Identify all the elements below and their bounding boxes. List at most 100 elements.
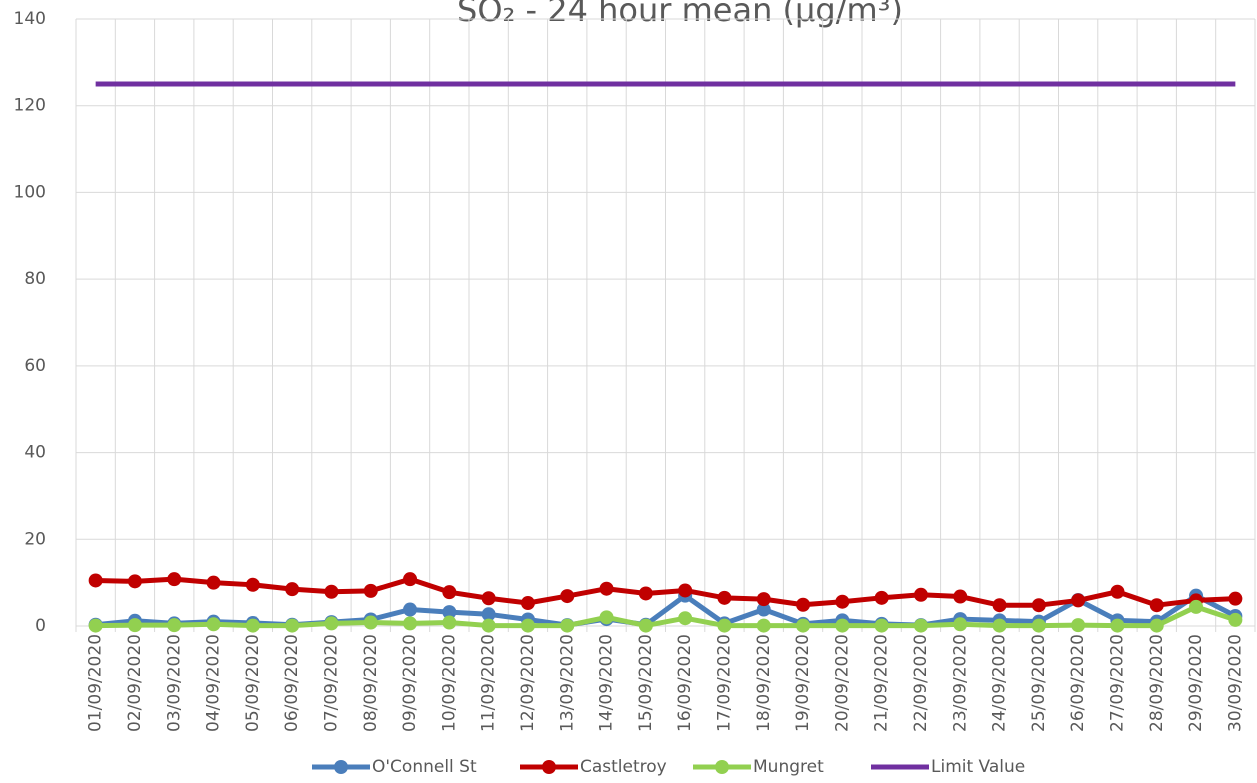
series-marker	[717, 618, 732, 633]
x-tick-label: 26/09/2020	[1068, 634, 1088, 732]
x-tick-label: 21/09/2020	[872, 634, 892, 732]
series-marker	[1228, 591, 1243, 606]
x-tick-label: 23/09/2020	[950, 634, 970, 732]
series-marker	[599, 581, 614, 596]
x-tick-label: 29/09/2020	[1186, 634, 1206, 732]
x-tick-label: 14/09/2020	[597, 634, 617, 732]
series-marker	[835, 618, 850, 633]
series-marker	[678, 583, 693, 598]
x-tick-label: 27/09/2020	[1107, 634, 1127, 732]
series-marker	[874, 590, 889, 605]
legend-label: Castletroy	[580, 757, 667, 777]
x-tick-label: 19/09/2020	[793, 634, 813, 732]
series-marker	[363, 615, 378, 630]
x-tick-label: 08/09/2020	[361, 634, 381, 732]
x-tick-label: 01/09/2020	[86, 634, 106, 732]
series-marker	[1110, 584, 1125, 599]
x-tick-label: 28/09/2020	[1147, 634, 1167, 732]
series-marker	[520, 596, 535, 611]
legend-marker	[334, 760, 348, 774]
series-marker	[481, 607, 496, 622]
series-marker	[245, 577, 260, 592]
series-marker	[481, 591, 496, 606]
series-marker	[756, 592, 771, 607]
legend-label: O'Connell St	[372, 757, 477, 777]
series-marker	[1149, 618, 1164, 633]
series-marker	[520, 618, 535, 633]
x-tick-label: 16/09/2020	[675, 634, 695, 732]
series-marker	[638, 618, 653, 633]
series-marker	[638, 586, 653, 601]
series-marker	[403, 616, 418, 631]
series-marker	[796, 597, 811, 612]
series-marker	[206, 575, 221, 590]
series-marker	[756, 602, 771, 617]
x-tick-label: 24/09/2020	[990, 634, 1010, 732]
y-tick-label: 60	[24, 356, 46, 376]
x-tick-label: 05/09/2020	[243, 634, 263, 732]
legend-marker	[542, 760, 556, 774]
series-marker	[678, 611, 693, 626]
legend-marker	[715, 760, 729, 774]
series-marker	[363, 583, 378, 598]
series-marker	[245, 618, 260, 633]
series-marker	[1071, 593, 1086, 608]
series-marker	[88, 573, 103, 588]
x-tick-label: 17/09/2020	[714, 634, 734, 732]
x-tick-label: 11/09/2020	[479, 634, 499, 732]
series-marker	[442, 615, 457, 630]
series-marker	[560, 589, 575, 604]
series-marker	[127, 618, 142, 633]
x-tick-label: 04/09/2020	[204, 634, 224, 732]
x-tick-label: 25/09/2020	[1029, 634, 1049, 732]
series-marker	[717, 590, 732, 605]
x-tick-label: 10/09/2020	[439, 634, 459, 732]
series-marker	[127, 574, 142, 589]
x-tick-label: 18/09/2020	[754, 634, 774, 732]
series-marker	[1031, 618, 1046, 633]
series-marker	[599, 610, 614, 625]
series-marker	[403, 602, 418, 617]
series-marker	[167, 618, 182, 633]
y-tick-label: 0	[35, 616, 46, 636]
series-marker	[560, 618, 575, 633]
series-marker	[442, 585, 457, 600]
series-marker	[1189, 599, 1204, 614]
series-marker	[285, 582, 300, 597]
series-marker	[481, 618, 496, 633]
chart-title: SO₂ - 24 hour mean (µg/m³)	[457, 0, 903, 29]
legend-label: Mungret	[753, 757, 824, 777]
series-marker	[1071, 618, 1086, 633]
x-tick-label: 02/09/2020	[125, 634, 145, 732]
series-marker	[992, 598, 1007, 613]
series-marker	[403, 572, 418, 587]
series-marker	[953, 617, 968, 632]
x-tick-label: 12/09/2020	[518, 634, 538, 732]
x-tick-label: 03/09/2020	[164, 634, 184, 732]
x-tick-label: 06/09/2020	[282, 634, 302, 732]
y-tick-label: 100	[14, 182, 46, 202]
series-marker	[796, 618, 811, 633]
series-marker	[835, 594, 850, 609]
y-tick-label: 120	[14, 96, 46, 116]
series-marker	[285, 618, 300, 633]
series-marker	[442, 605, 457, 620]
series-marker	[206, 617, 221, 632]
series-marker	[874, 618, 889, 633]
legend-label: Limit Value	[931, 757, 1025, 777]
series-marker	[913, 618, 928, 633]
series-marker	[1031, 598, 1046, 613]
y-tick-label: 20	[24, 529, 46, 549]
x-tick-label: 15/09/2020	[636, 634, 656, 732]
x-tick-label: 20/09/2020	[832, 634, 852, 732]
series-marker	[88, 618, 103, 633]
x-tick-label: 09/09/2020	[400, 634, 420, 732]
x-tick-label: 07/09/2020	[321, 634, 341, 732]
x-tick-label: 22/09/2020	[911, 634, 931, 732]
y-tick-label: 140	[14, 9, 46, 29]
series-marker	[1110, 618, 1125, 633]
series-marker	[756, 618, 771, 633]
series-marker	[953, 589, 968, 604]
